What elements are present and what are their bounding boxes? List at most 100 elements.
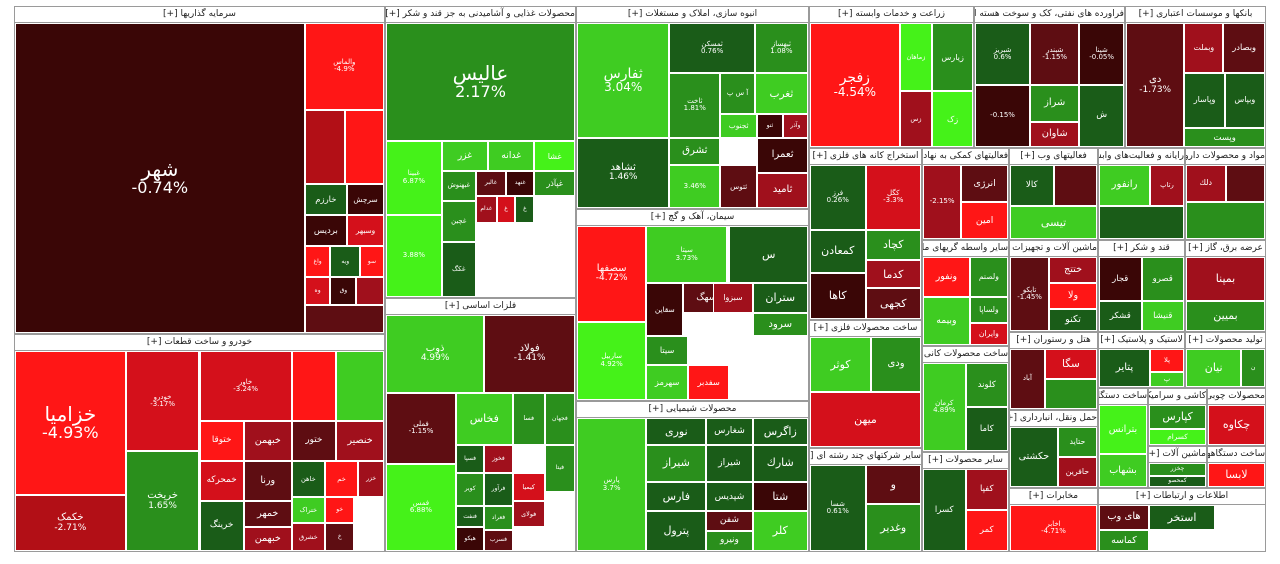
stock-tile[interactable]: ودی [871, 337, 921, 392]
stock-tile[interactable]: فمس 6.88% [386, 463, 456, 551]
sector-header[interactable]: سایر واسطه گریهای مالی [+] [923, 241, 1008, 257]
stock-tile[interactable]: وپست [1184, 128, 1265, 147]
stock-tile[interactable]: و [865, 465, 921, 504]
stock-tile[interactable]: ختراک [291, 497, 325, 523]
stock-tile[interactable]: فارس [646, 481, 707, 512]
stock-tile[interactable]: زک [932, 91, 973, 147]
stock-tile[interactable]: ثنو [757, 113, 783, 138]
stock-tile[interactable] [1044, 379, 1097, 409]
stock-tile[interactable]: میهن [810, 392, 921, 447]
sector-header[interactable]: سایر محصولات [+] [923, 453, 1008, 469]
stock-tile[interactable]: فخاس [455, 392, 513, 445]
stock-tile[interactable]: نیان [1186, 349, 1242, 387]
stock-tile[interactable]: شیراز [706, 444, 753, 482]
stock-tile[interactable]: ثجنوب [720, 113, 758, 138]
stock-tile[interactable]: تیسی [1010, 205, 1097, 239]
stock-tile[interactable]: ثبهساز 1.08% [754, 23, 808, 73]
sector-header[interactable]: ساخت محصولات کانی غیرفلزی [+] [923, 347, 1008, 363]
stock-tile[interactable]: سرچش [347, 184, 384, 216]
stock-tile[interactable]: سبزوا [713, 283, 753, 313]
stock-tile[interactable]: امین [961, 202, 1008, 239]
stock-tile[interactable]: حافرین [1057, 457, 1097, 487]
stock-tile[interactable]: ثتوس [720, 165, 758, 208]
stock-tile[interactable]: تاپکو -1.45% [1010, 257, 1050, 331]
stock-tile[interactable]: حکشتی [1010, 427, 1058, 487]
stock-tile[interactable]: کگل -3.3% [865, 165, 921, 230]
stock-tile[interactable]: فسا [512, 392, 545, 445]
stock-tile[interactable]: آ س پ [720, 72, 755, 114]
sector-header[interactable]: بانکها و موسسات اعتباری [+] [1126, 7, 1265, 23]
stock-tile[interactable]: کاها [810, 272, 866, 319]
stock-tile[interactable]: خنصیر [336, 421, 384, 461]
stock-tile[interactable]: سو [360, 246, 384, 278]
sector-header[interactable]: قند و شکر [+] [1099, 241, 1184, 257]
sector-header[interactable]: تولید محصولات [+] [1186, 333, 1265, 349]
stock-tile[interactable]: سگا [1044, 349, 1097, 379]
stock-tile[interactable]: کالا [1010, 165, 1054, 206]
stock-tile[interactable]: ذوب 4.99% [386, 315, 485, 393]
stock-tile[interactable]: زماهان [899, 23, 933, 92]
stock-tile[interactable]: پلا [1150, 349, 1184, 372]
stock-tile[interactable]: شاوان [1030, 122, 1080, 147]
stock-tile[interactable]: خرینگ [199, 501, 244, 551]
stock-tile[interactable]: فجهان [544, 392, 575, 445]
stock-tile[interactable] [345, 109, 384, 185]
stock-tile[interactable]: غچین [441, 201, 476, 243]
stock-tile[interactable]: -2.15% [923, 165, 962, 239]
stock-tile[interactable]: وبپاس [1224, 72, 1265, 129]
stock-tile[interactable]: غبهنوش [441, 170, 476, 202]
sector-header[interactable]: فعالیتهای وب [+] [1010, 149, 1097, 165]
stock-tile[interactable]: غزر [441, 140, 489, 171]
stock-tile[interactable]: خمهر [243, 501, 292, 527]
stock-tile[interactable]: وسبهر [347, 215, 384, 247]
stock-tile[interactable]: ثشاهد 1.46% [577, 137, 670, 208]
stock-tile[interactable] [304, 305, 384, 333]
sector-header[interactable]: زراعت و خدمات وابسته [+] [810, 7, 973, 23]
stock-tile[interactable]: غپآذر [534, 170, 575, 196]
sector-header[interactable]: فلزات اساسی [+] [386, 299, 575, 315]
stock-tile[interactable]: فخوز [484, 444, 513, 474]
stock-tile[interactable]: رتاپ [1150, 165, 1184, 206]
stock-tile[interactable]: فرز 0.26% [810, 165, 866, 230]
stock-tile[interactable]: سفدبر [687, 365, 730, 400]
stock-tile[interactable]: خودرو -3.17% [125, 351, 200, 451]
stock-tile[interactable]: فولاد -1.41% [484, 315, 575, 393]
sector-header[interactable]: هتل و رستوران [+] [1010, 333, 1097, 349]
stock-tile[interactable]: فسرب [484, 529, 513, 551]
stock-tile[interactable]: فولای [512, 501, 545, 528]
stock-tile[interactable]: ن [1241, 349, 1265, 387]
stock-tile[interactable]: کپارس [1149, 405, 1206, 429]
sector-header[interactable]: سیمان، آهک و گچ [+] [577, 210, 808, 226]
stock-tile[interactable]: فرآور [484, 473, 513, 507]
stock-tile[interactable]: سیتا [646, 335, 688, 366]
stock-tile[interactable] [291, 351, 337, 421]
stock-tile[interactable]: سرود [752, 313, 808, 336]
stock-tile[interactable]: س [729, 226, 808, 284]
sector-header[interactable]: محصولات غذایی و آشامیدنی به جز قند و شکر… [386, 7, 575, 23]
stock-tile[interactable]: خارزم [304, 184, 348, 216]
stock-tile[interactable]: قنیشا [1141, 301, 1184, 331]
stock-tile[interactable]: قجار [1099, 257, 1142, 302]
stock-tile[interactable]: وق [330, 277, 357, 306]
stock-tile[interactable]: زاگرس [752, 418, 808, 445]
stock-tile[interactable]: ثاخت 1.81% [669, 72, 721, 138]
stock-tile[interactable]: سهرمز [646, 365, 688, 400]
stock-tile[interactable]: غ [496, 195, 516, 223]
sector-header[interactable]: سایر شرکتهای چند رشته ای [+] [810, 449, 921, 465]
stock-tile[interactable]: فنفت [455, 506, 485, 528]
stock-tile[interactable]: خزر [358, 461, 384, 497]
stock-tile[interactable]: پتایر [1099, 349, 1150, 387]
stock-tile[interactable]: شبندر -1.15% [1030, 23, 1080, 85]
stock-tile[interactable]: خاهن [291, 461, 325, 497]
stock-tile[interactable] [1053, 165, 1097, 206]
stock-tile[interactable]: غالبر [475, 170, 506, 196]
stock-tile[interactable]: خزامیا -4.93% [15, 351, 126, 495]
stock-tile[interactable]: زفجر -4.54% [810, 23, 900, 147]
sector-header[interactable]: استخراج کانه های فلزی [+] [810, 149, 921, 165]
stock-tile[interactable]: شغارس [706, 418, 753, 445]
stock-tile[interactable]: دی -1.73% [1126, 23, 1185, 147]
stock-tile[interactable]: پترول [646, 511, 707, 551]
stock-tile[interactable]: خشرق [291, 523, 325, 551]
stock-tile[interactable]: کاما [965, 407, 1008, 451]
stock-tile[interactable]: خبهمن [243, 527, 292, 551]
